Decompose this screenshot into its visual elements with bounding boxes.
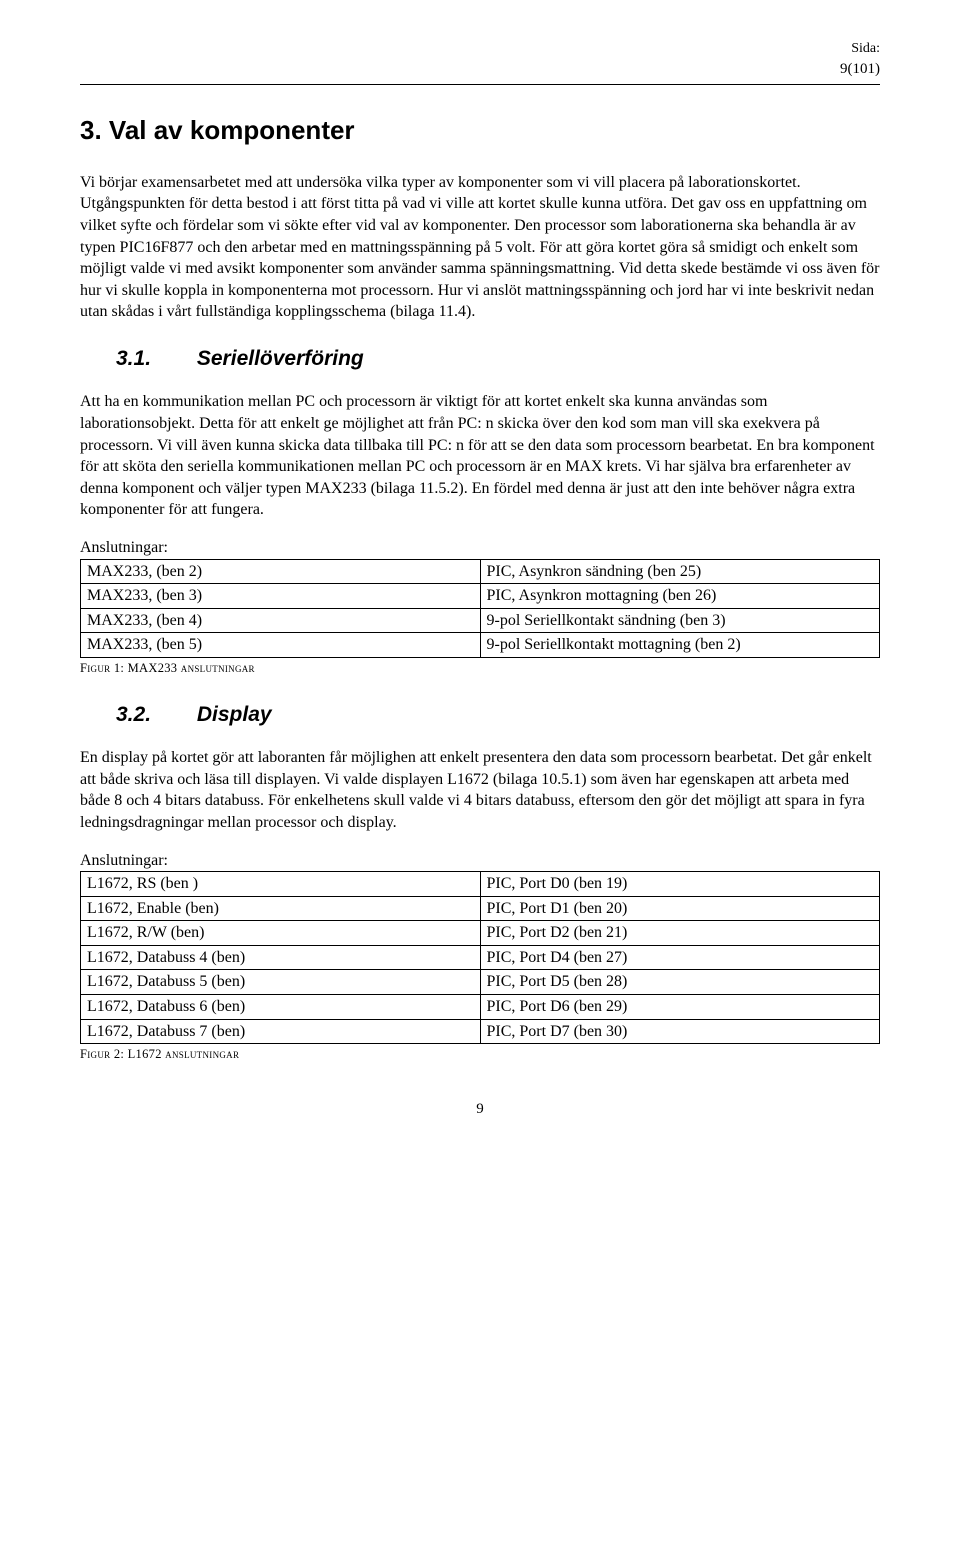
section-3-heading: 3. Val av komponenter (80, 113, 880, 148)
table-row: L1672, Databuss 4 (ben) PIC, Port D4 (be… (81, 945, 880, 970)
table-row: MAX233, (ben 3) PIC, Asynkron mottagning… (81, 584, 880, 609)
table-row: L1672, Databuss 5 (ben) PIC, Port D5 (be… (81, 970, 880, 995)
table-cell: 9-pol Seriellkontakt sändning (ben 3) (480, 608, 880, 633)
table-cell: PIC, Asynkron sändning (ben 25) (480, 559, 880, 584)
table-cell: MAX233, (ben 4) (81, 608, 481, 633)
table-cell: L1672, Enable (ben) (81, 896, 481, 921)
figure-1-caption: Figur 1: MAX233 anslutningar (80, 660, 880, 677)
table-row: L1672, Databuss 6 (ben) PIC, Port D6 (be… (81, 995, 880, 1020)
table-cell: PIC, Asynkron mottagning (ben 26) (480, 584, 880, 609)
table-cell: PIC, Port D4 (ben 27) (480, 945, 880, 970)
table-cell: PIC, Port D2 (ben 21) (480, 921, 880, 946)
connections-label-2: Anslutningar: (80, 850, 880, 872)
table-cell: L1672, RS (ben ) (81, 872, 481, 897)
section-3-1-num: 3.1. (116, 347, 151, 370)
table-row: L1672, RS (ben ) PIC, Port D0 (ben 19) (81, 872, 880, 897)
table-cell: MAX233, (ben 3) (81, 584, 481, 609)
table-cell: MAX233, (ben 2) (81, 559, 481, 584)
section-3-1-heading: 3.1. Seriellöverföring (116, 345, 880, 373)
table-row: L1672, Enable (ben) PIC, Port D1 (ben 20… (81, 896, 880, 921)
table-cell: MAX233, (ben 5) (81, 633, 481, 658)
table-cell: PIC, Port D5 (ben 28) (480, 970, 880, 995)
table-cell: PIC, Port D1 (ben 20) (480, 896, 880, 921)
table-row: L1672, R/W (ben) PIC, Port D2 (ben 21) (81, 921, 880, 946)
intro-paragraph: Vi börjar examensarbetet med att undersö… (80, 172, 880, 323)
table-row: L1672, Databuss 7 (ben) PIC, Port D7 (be… (81, 1019, 880, 1044)
page-number-bottom: 9 (80, 1099, 880, 1119)
page-number-top: 9(101) (840, 61, 880, 77)
table-cell: L1672, Databuss 5 (ben) (81, 970, 481, 995)
section-3-2-num: 3.2. (116, 703, 151, 726)
section-3-1-title: Seriellöverföring (197, 347, 364, 370)
section-3-2-title: Display (197, 703, 272, 726)
table-cell: L1672, R/W (ben) (81, 921, 481, 946)
header-rule (80, 84, 880, 85)
table-cell: L1672, Databuss 7 (ben) (81, 1019, 481, 1044)
table-cell: L1672, Databuss 6 (ben) (81, 995, 481, 1020)
sida-label: Sida: (851, 41, 880, 56)
section-3-1-paragraph: Att ha en kommunikation mellan PC och pr… (80, 391, 880, 521)
table-cell: PIC, Port D7 (ben 30) (480, 1019, 880, 1044)
l1672-table: L1672, RS (ben ) PIC, Port D0 (ben 19) L… (80, 871, 880, 1044)
table-cell: PIC, Port D6 (ben 29) (480, 995, 880, 1020)
table-row: MAX233, (ben 2) PIC, Asynkron sändning (… (81, 559, 880, 584)
table-row: MAX233, (ben 4) 9-pol Seriellkontakt sän… (81, 608, 880, 633)
section-3-2-heading: 3.2. Display (116, 701, 880, 729)
table-row: MAX233, (ben 5) 9-pol Seriellkontakt mot… (81, 633, 880, 658)
max233-table: MAX233, (ben 2) PIC, Asynkron sändning (… (80, 559, 880, 658)
figure-2-caption: Figur 2: L1672 anslutningar (80, 1046, 880, 1063)
page-header: Sida: 9(101) (80, 40, 880, 80)
table-cell: L1672, Databuss 4 (ben) (81, 945, 481, 970)
table-cell: 9-pol Seriellkontakt mottagning (ben 2) (480, 633, 880, 658)
connections-label-1: Anslutningar: (80, 537, 880, 559)
table-cell: PIC, Port D0 (ben 19) (480, 872, 880, 897)
section-3-2-paragraph: En display på kortet gör att laboranten … (80, 747, 880, 833)
